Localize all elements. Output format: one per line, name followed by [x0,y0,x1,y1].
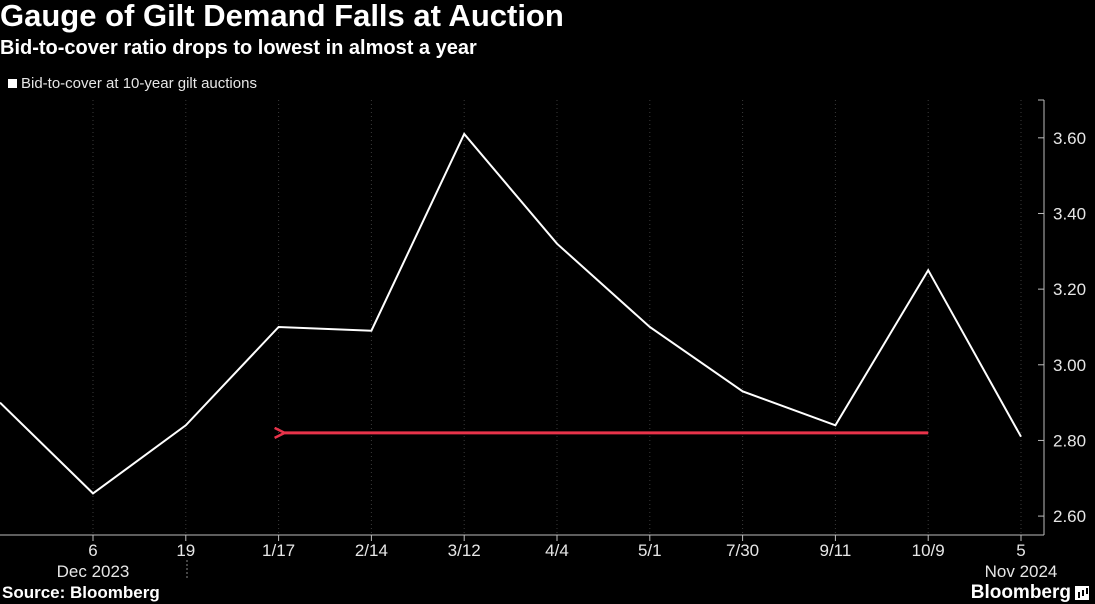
y-tick-label: 3.40 [1053,204,1086,223]
y-tick-label: 2.80 [1053,431,1086,450]
brand-logo: Bloomberg [971,582,1089,604]
series [0,134,1021,494]
x-tick-label: 10/9 [912,541,945,560]
x-axis: 6 19 1/17 2/14 3/12 4/4 5/1 7/30 9/11 10/9 5 Dec 20… [0,535,1057,581]
x-tick-label: 5/1 [638,541,662,560]
y-axis: 2.60 2.80 3.00 3.20 3.40 3.60 [1038,100,1086,535]
x-tick-label: 7/30 [726,541,759,560]
source-note: Source: Bloomberg [2,583,160,603]
x-tick-label: 2/14 [355,541,388,560]
x-tick-label: 6 [88,541,97,560]
bloomberg-terminal-icon [1075,586,1089,600]
brand-text: Bloomberg [971,582,1071,604]
x-tick-label: 5 [1016,541,1025,560]
x-secondary-label: Nov 2024 [985,562,1058,581]
gridlines [93,100,1021,535]
x-tick-label: 1/17 [262,541,295,560]
x-tick-label: 9/11 [819,541,851,560]
x-tick-label: 4/4 [545,541,569,560]
y-tick-label: 3.00 [1053,356,1086,375]
y-tick-label: 2.60 [1053,507,1086,526]
y-tick-label: 3.20 [1053,280,1086,299]
y-tick-label: 3.60 [1053,129,1086,148]
series-line [0,134,1021,493]
x-secondary-label: Dec 2023 [57,562,130,581]
x-tick-label: 3/12 [448,541,481,560]
x-tick-label: 19 [176,541,195,560]
